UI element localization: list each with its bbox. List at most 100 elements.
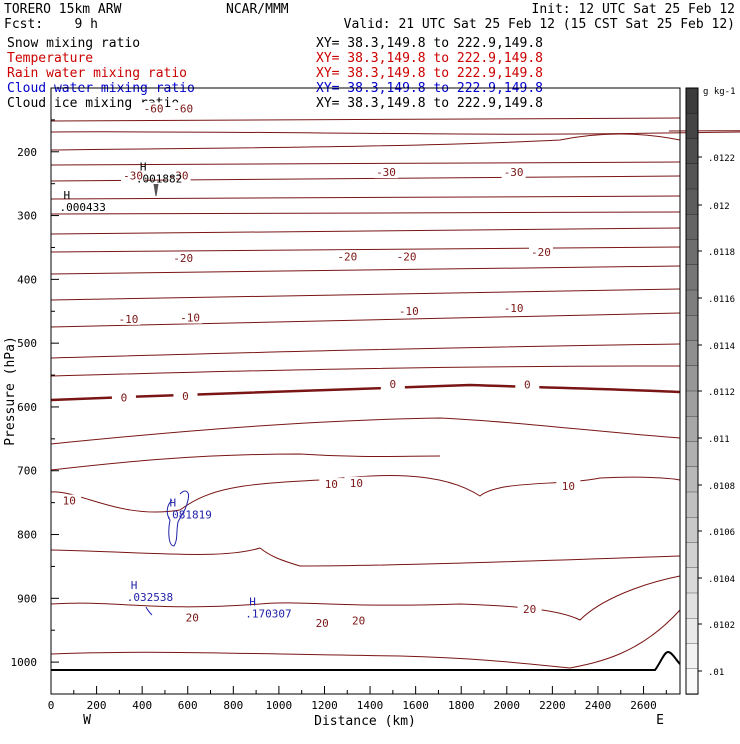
contour-label-bg bbox=[121, 169, 146, 182]
isotherm-line bbox=[50, 343, 681, 359]
temperature-contour-label: 0 bbox=[182, 390, 189, 403]
temperature-contour-label: -30 bbox=[504, 166, 524, 179]
colorbar-segment bbox=[685, 668, 699, 695]
isotherm-line bbox=[50, 453, 441, 471]
y-tick-label: 800 bbox=[17, 529, 37, 542]
contour-label-bg bbox=[517, 603, 542, 616]
x-tick-label: 1800 bbox=[448, 699, 475, 712]
isotherm-line bbox=[50, 417, 681, 445]
colorbar-segment bbox=[685, 643, 699, 670]
isotherm-line bbox=[50, 211, 681, 215]
colorbar-tick-label: .0104 bbox=[708, 575, 735, 585]
colorbar-segment bbox=[685, 239, 699, 266]
x-end-label-east: E bbox=[656, 713, 664, 728]
colorbar-segment bbox=[685, 390, 699, 417]
x-tick-label: 2600 bbox=[630, 699, 657, 712]
contour-label-bg bbox=[501, 166, 526, 179]
contour-layer bbox=[50, 117, 740, 671]
cloud-water-contour bbox=[166, 490, 189, 547]
temperature-contour-label: 0 bbox=[390, 378, 397, 391]
contour-label-bg bbox=[57, 494, 82, 507]
contour-label-bg bbox=[335, 250, 360, 263]
colorbar-segment bbox=[685, 365, 699, 392]
colorbar-tick-label: .011 bbox=[708, 435, 730, 445]
isotherm-line bbox=[50, 288, 681, 301]
colorbar-tick-label: .0118 bbox=[708, 248, 735, 258]
maximum-mark: H bbox=[64, 189, 71, 202]
contour-label-bg bbox=[173, 390, 198, 403]
colorbar-units: g kg-1 bbox=[703, 87, 736, 97]
axes: 0 200 400 600 800 1000 1200 1400 1600 1800 2000 220… bbox=[11, 119, 667, 712]
colorbar-segment bbox=[685, 618, 699, 645]
isotherm-line bbox=[50, 475, 681, 513]
colorbar-segment bbox=[685, 517, 699, 544]
colorbar-tick-label: .0112 bbox=[708, 388, 735, 398]
legend-label: Rain water mixing ratio bbox=[7, 66, 187, 81]
contour-label-bg bbox=[515, 378, 540, 391]
contour-label-bg bbox=[394, 250, 419, 263]
colorbar-segment bbox=[685, 315, 699, 342]
x-tick-label: 1400 bbox=[357, 699, 384, 712]
y-axis-label: Pressure (hPa) bbox=[3, 336, 18, 446]
temperature-contour-label: -60 bbox=[173, 102, 193, 115]
maximum-mark: H bbox=[131, 579, 138, 592]
y-tick-label: 1000 bbox=[11, 656, 38, 669]
isotherm-line bbox=[50, 133, 681, 151]
contour-label-bg bbox=[171, 252, 196, 265]
temperature-contour-label: 10 bbox=[562, 480, 575, 493]
contour-label-bg bbox=[310, 617, 335, 630]
isotherm-line bbox=[50, 246, 681, 253]
legend-cross-section-coords: XY= 38.3,149.8 to 222.9,149.8 bbox=[316, 96, 543, 111]
contour-label-bg bbox=[180, 611, 205, 624]
colorbar-tick-label: .0116 bbox=[708, 295, 735, 305]
colorbar-segment bbox=[685, 466, 699, 493]
temperature-contour-label: 0 bbox=[524, 379, 531, 392]
temperature-contour-label: 20 bbox=[186, 611, 199, 624]
colorbar-segment bbox=[685, 87, 699, 114]
contour-label-bg bbox=[501, 301, 526, 314]
colorbar-tick-label: .01 bbox=[708, 668, 724, 678]
y-tick-label: 700 bbox=[17, 465, 37, 478]
isotherm-line bbox=[50, 117, 681, 122]
isotherm-line bbox=[50, 575, 681, 621]
colorbar-segment bbox=[685, 113, 699, 140]
colorbar-segment bbox=[685, 416, 699, 443]
colorbar-tick-label: .012 bbox=[708, 202, 730, 212]
colorbar-segment bbox=[685, 138, 699, 165]
maximum-mark: H bbox=[140, 160, 147, 173]
temperature-contour-label: -20 bbox=[173, 252, 193, 265]
temperature-contour-label: -10 bbox=[504, 302, 524, 315]
y-tick-label: 600 bbox=[17, 401, 37, 414]
contour-label-bg bbox=[171, 102, 196, 115]
colorbar-segment bbox=[685, 214, 699, 241]
isotherm-line bbox=[50, 383, 681, 402]
contour-label-bg bbox=[166, 169, 191, 182]
x-tick-label: 800 bbox=[223, 699, 243, 712]
temperature-contour-label: -30 bbox=[123, 169, 143, 182]
temperature-contour-label: -10 bbox=[399, 305, 419, 318]
legend-cross-section-coords: XY= 38.3,149.8 to 222.9,149.8 bbox=[316, 66, 543, 81]
colorbar-segment bbox=[685, 491, 699, 518]
cloud-ice-contour bbox=[153, 183, 159, 197]
x-tick-label: 2200 bbox=[539, 699, 566, 712]
contour-label-bg bbox=[556, 479, 581, 492]
colorbar-tick-label: .0108 bbox=[708, 482, 735, 492]
colorbar-segment bbox=[685, 567, 699, 594]
contour-label-bg bbox=[528, 245, 553, 258]
x-tick-label: 0 bbox=[48, 699, 55, 712]
cloud-water-contour bbox=[145, 606, 153, 616]
colorbar-segment bbox=[685, 592, 699, 619]
temperature-contour-label: 20 bbox=[316, 617, 329, 630]
maximum-value: .000433 bbox=[60, 201, 106, 214]
maximum-value: .032538 bbox=[127, 591, 173, 604]
y-tick-label: 500 bbox=[17, 337, 37, 350]
temperature-contour-label: -60 bbox=[144, 102, 164, 115]
annotation-layer: -60 -60 -30 -30 -30 -30 -20 -20 -20 -20 -10 -10 -10 -… bbox=[57, 102, 581, 630]
x-tick-label: 2000 bbox=[494, 699, 521, 712]
contour-label-bg bbox=[380, 377, 405, 390]
x-tick-label: 200 bbox=[87, 699, 107, 712]
x-tick-label: 1000 bbox=[266, 699, 293, 712]
x-tick-label: 600 bbox=[178, 699, 198, 712]
x-end-label-west: W bbox=[83, 713, 91, 728]
isotherm-line bbox=[50, 227, 681, 235]
